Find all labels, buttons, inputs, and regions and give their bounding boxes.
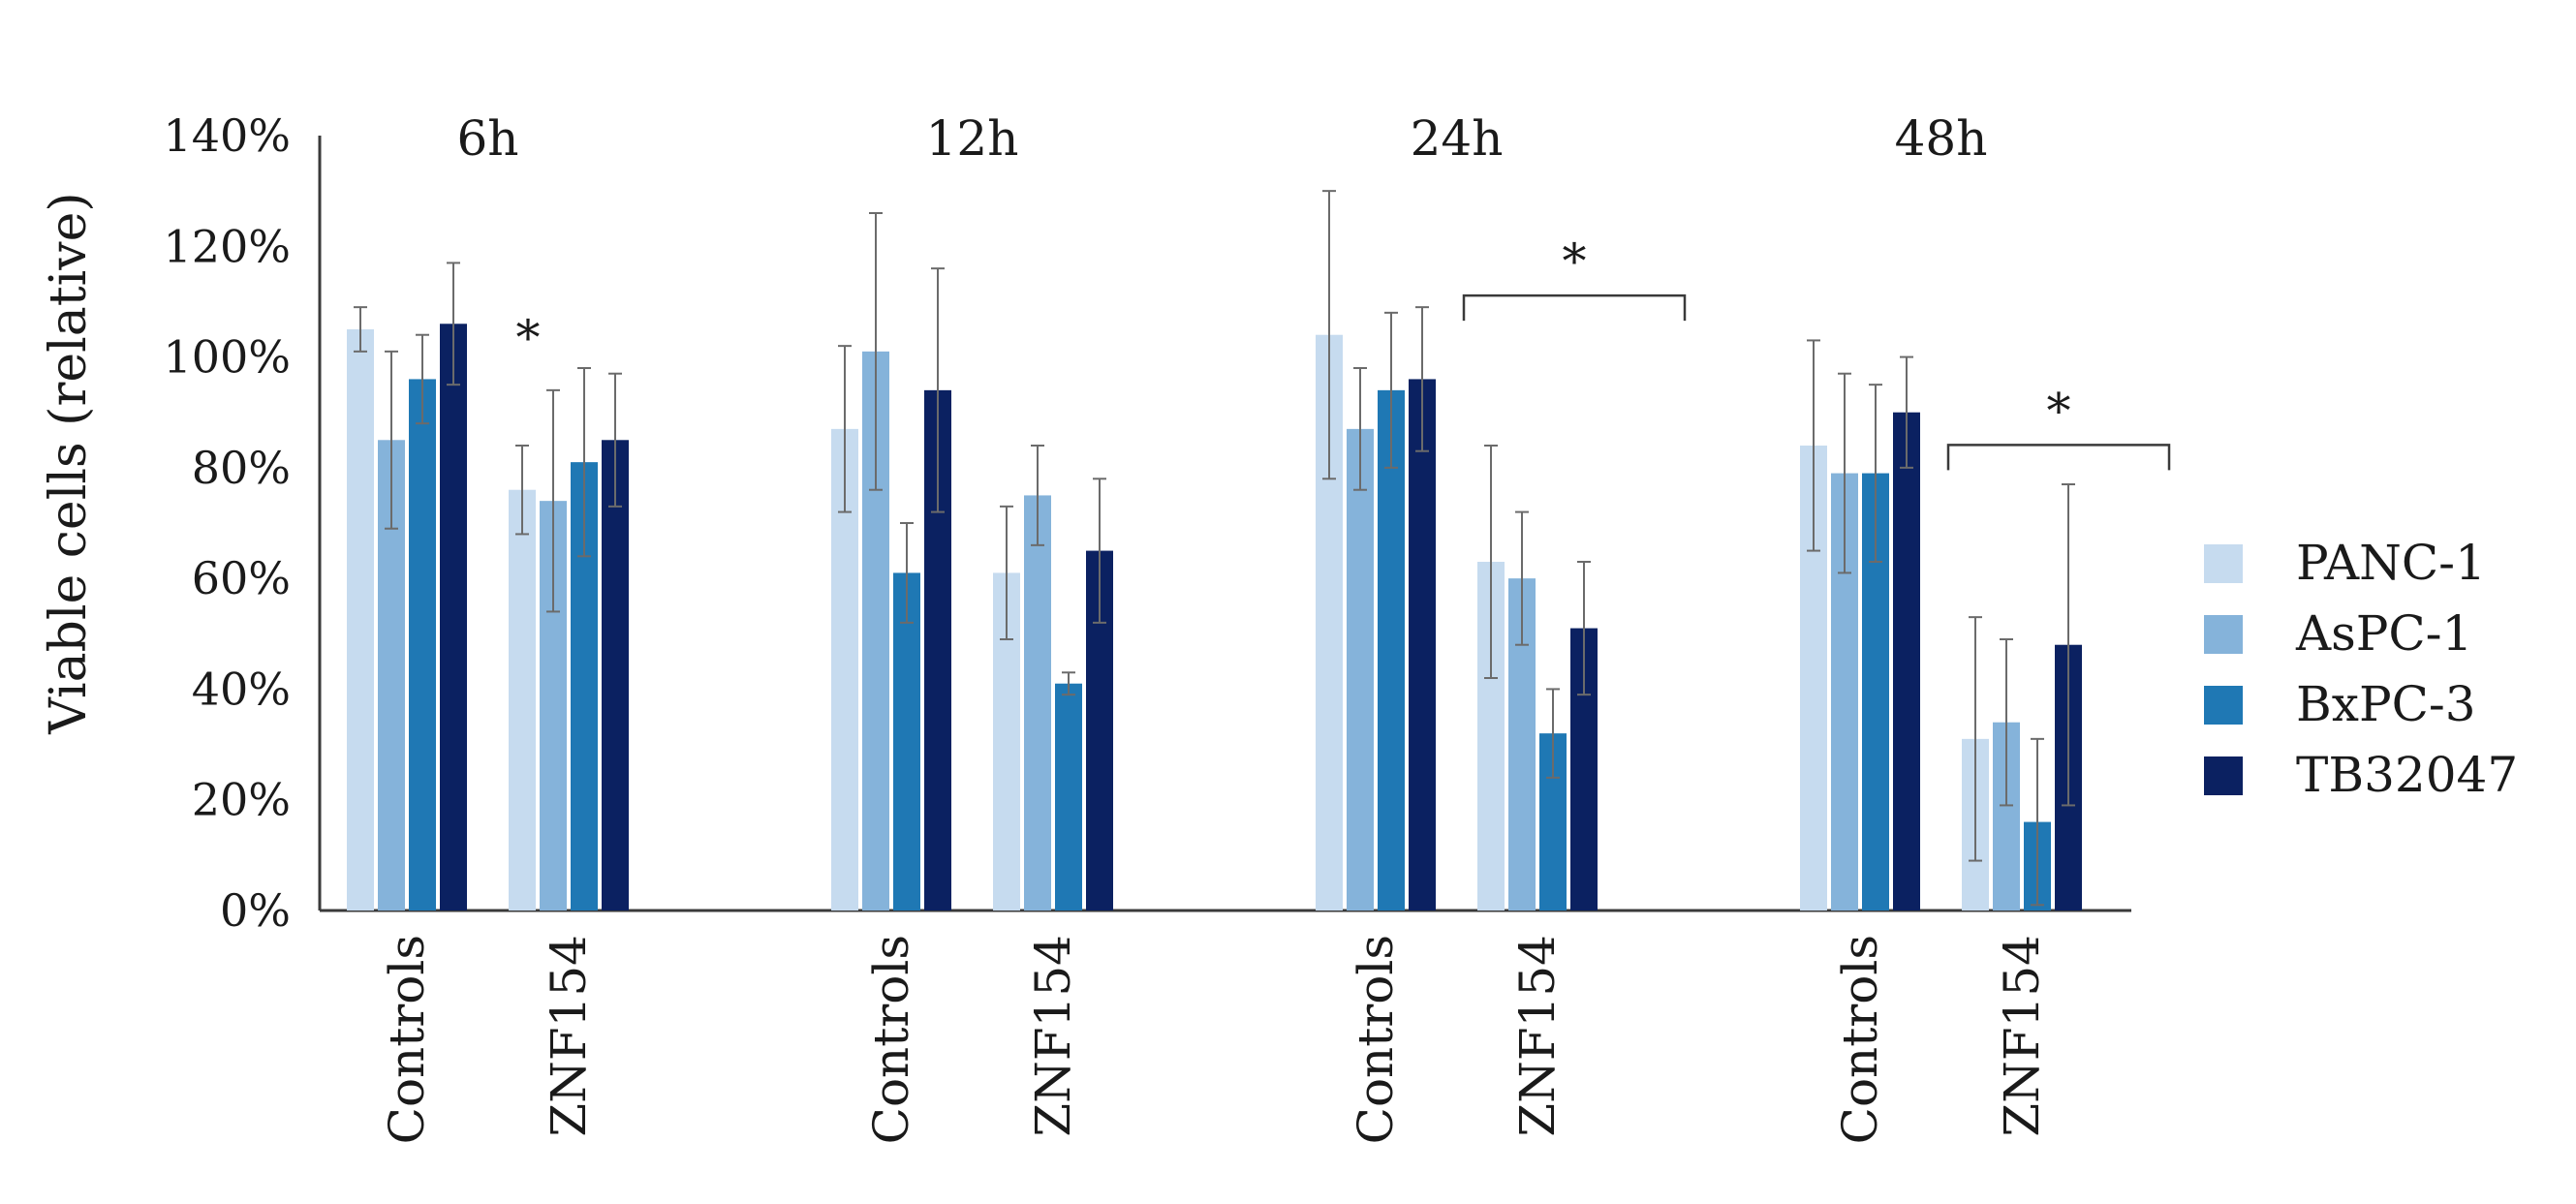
significance-bracket xyxy=(1946,444,2171,471)
legend-swatch-PANC-1 xyxy=(2204,544,2243,583)
legend-swatch-AsPC-1 xyxy=(2204,615,2243,654)
significance-annotations: * * * xyxy=(516,233,2171,471)
legend-swatch-TB32047 xyxy=(2204,756,2243,795)
y-tick-label: 0% xyxy=(220,884,291,937)
bar-12h-ZNF154-AsPC-1 xyxy=(1024,495,1051,911)
category-label: Controls xyxy=(863,935,919,1144)
category-label: Controls xyxy=(1832,935,1888,1144)
category-labels: Controls ZNF154 Controls ZNF154 Controls ZNF1… xyxy=(379,935,2050,1144)
significance-bracket xyxy=(1462,293,1687,322)
category-label: Controls xyxy=(1348,935,1404,1144)
y-axis-ticks: 0% 20% 40% 60% 80% 100% 120% 140% xyxy=(163,109,291,937)
bar-24h-Controls-AsPC-1 xyxy=(1347,428,1374,911)
y-tick-label: 120% xyxy=(163,220,291,272)
timepoint-label: 24h xyxy=(1411,110,1504,167)
error-bars-layer xyxy=(354,190,2075,907)
legend-label: PANC-1 xyxy=(2296,535,2486,591)
y-tick-label: 20% xyxy=(192,774,291,826)
bar-12h-ZNF154-BxPC-3 xyxy=(1055,683,1082,911)
category-label: ZNF154 xyxy=(541,935,597,1137)
significance-star: * xyxy=(2047,383,2071,439)
bar-48h-Controls-TB32047 xyxy=(1893,412,1920,911)
y-axis-label: Viable cells (relative) xyxy=(40,192,98,734)
legend: PANC-1 AsPC-1 BxPC-3 TB32047 xyxy=(2204,535,2518,803)
category-label: ZNF154 xyxy=(1025,935,1081,1137)
significance-star: * xyxy=(516,310,541,366)
category-label: ZNF154 xyxy=(1509,935,1566,1137)
legend-label: TB32047 xyxy=(2296,747,2518,803)
category-label: ZNF154 xyxy=(1994,935,2050,1137)
y-tick-label: 100% xyxy=(163,331,291,384)
significance-star: * xyxy=(1563,233,1587,290)
timepoint-label: 6h xyxy=(456,110,518,167)
y-tick-label: 60% xyxy=(192,552,291,604)
y-tick-label: 40% xyxy=(192,663,291,715)
bar-24h-Controls-TB32047 xyxy=(1409,379,1436,911)
timepoint-labels: 6h 12h 24h 48h xyxy=(456,110,1987,167)
bar-6h-Controls-PANC-1 xyxy=(347,329,374,911)
bar-6h-Controls-BxPC-3 xyxy=(409,379,436,911)
bar-12h-Controls-BxPC-3 xyxy=(893,572,920,911)
bar-6h-ZNF154-PANC-1 xyxy=(509,489,536,911)
timepoint-label: 48h xyxy=(1895,110,1988,167)
bar-6h-Controls-TB32047 xyxy=(440,324,467,911)
bars-layer xyxy=(347,324,2082,911)
category-label: Controls xyxy=(379,935,435,1144)
y-tick-label: 80% xyxy=(192,442,291,494)
legend-label: AsPC-1 xyxy=(2295,605,2472,662)
timepoint-label: 12h xyxy=(926,110,1019,167)
legend-swatch-BxPC-3 xyxy=(2204,686,2243,725)
bar-24h-Controls-BxPC-3 xyxy=(1378,389,1405,911)
legend-label: BxPC-3 xyxy=(2296,676,2476,732)
bar-6h-ZNF154-TB32047 xyxy=(602,440,629,911)
y-tick-label: 140% xyxy=(163,109,291,162)
